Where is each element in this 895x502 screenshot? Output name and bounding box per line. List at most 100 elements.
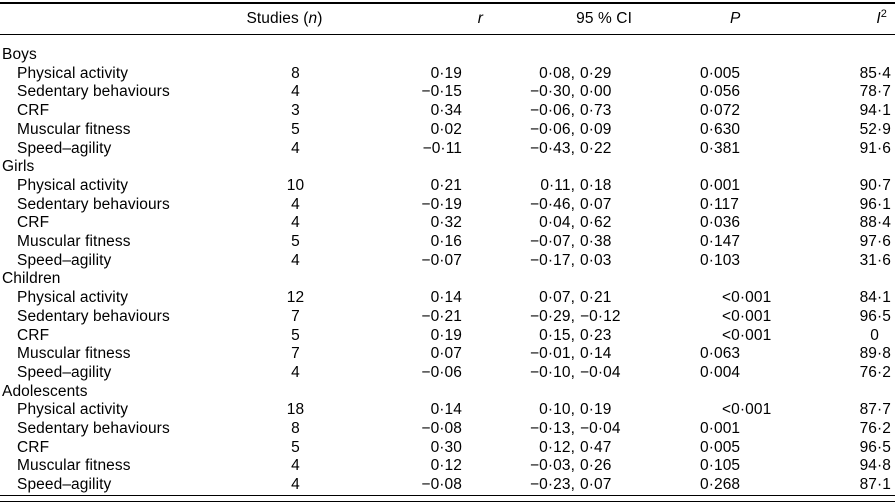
row-label: Physical activity (17, 289, 129, 307)
row-label: Speed–agility (17, 363, 112, 381)
table-row: Sedentary behaviours 4 −0·15 −0·30, 0·00 … (0, 83, 895, 102)
i2-cell: 96·5 (859, 307, 891, 325)
r-cell: −0·11 (422, 139, 462, 157)
i2-cell: 52·9 (859, 120, 891, 138)
studies-cell: 10 (286, 176, 305, 194)
col-header-blank (0, 3, 230, 35)
ci-upper: 0·00 (580, 83, 612, 101)
row-label: Sedentary behaviours (17, 83, 170, 101)
table-body: Boys Physical activity 8 0·19 0·08, 0·29 … (0, 35, 895, 496)
ci-cell: −0·29, −0·12 (465, 308, 635, 327)
bottom-rule (0, 500, 895, 502)
table-row: CRF 5 0·30 0·12, 0·47 0·005 96·5 (0, 439, 895, 458)
row-label: CRF (17, 214, 50, 232)
i2-cell: 90·7 (859, 176, 891, 194)
row-label-cell: Speed–agility (0, 140, 230, 159)
i2-cell: 88·4 (859, 214, 891, 232)
table-row: CRF 5 0·19 0·15, 0·23 <0·001 0 (0, 327, 895, 346)
ci-upper: 0·26 (580, 457, 612, 475)
i2-cell: 91·6 (859, 139, 891, 157)
ci-cell (465, 383, 635, 402)
ci-lower: −0·07, (530, 233, 575, 251)
i2-cell: 96·5 (859, 438, 891, 456)
ci-lower: 0·10, (539, 401, 575, 419)
ci-upper: 0·07 (580, 476, 612, 494)
studies-cell: 3 (291, 102, 300, 120)
ci-upper: 0·23 (580, 326, 612, 344)
table-row: Physical activity 8 0·19 0·08, 0·29 0·005… (0, 65, 895, 84)
row-label: Sedentary behaviours (17, 195, 170, 213)
row-label-cell: Physical activity (0, 289, 230, 308)
p-cell: 0·063 (635, 345, 800, 364)
p-header-text: P (730, 10, 741, 27)
row-label-cell: Girls (0, 158, 230, 177)
table-row: CRF 4 0·32 0·04, 0·62 0·036 88·4 (0, 214, 895, 233)
p-cell (635, 158, 800, 177)
p-value: 0·005 (700, 64, 741, 82)
row-label-cell: Physical activity (0, 401, 230, 420)
ci-upper: 0·07 (580, 195, 612, 213)
p-cell: 0·147 (635, 233, 800, 252)
studies-header-text: Studies ( (246, 10, 309, 27)
i2-cell: 0 (870, 326, 879, 344)
p-cell: 0·036 (635, 214, 800, 233)
r-cell: −0·15 (421, 83, 462, 101)
ci-upper: −0·04 (580, 363, 621, 381)
studies-cell: 8 (291, 420, 300, 438)
r-cell (355, 270, 465, 289)
row-label-cell: Sedentary behaviours (0, 196, 230, 215)
ci-cell: −0·43, 0·22 (465, 140, 635, 159)
row-label: Physical activity (17, 176, 129, 194)
ci-lower: 0·11, (540, 176, 575, 194)
r-cell: 0·07 (430, 345, 462, 363)
row-label: Speed–agility (17, 476, 112, 494)
ci-upper: 0·18 (580, 176, 612, 194)
i2-cell: 31·6 (859, 251, 891, 269)
r-cell (355, 46, 465, 65)
ci-cell: −0·06, 0·09 (465, 121, 635, 140)
ci-upper: 0·73 (580, 102, 612, 120)
row-label: Physical activity (17, 401, 129, 419)
ci-lower: 0·07, (539, 289, 575, 307)
ci-upper: 0·47 (580, 438, 612, 456)
r-cell: 0·12 (430, 457, 462, 475)
ci-upper: 0·09 (580, 120, 612, 138)
ci-cell: 0·10, 0·19 (465, 401, 635, 420)
r-cell: 0·21 (430, 176, 462, 194)
table-row: Muscular fitness 5 0·16 −0·07, 0·38 0·147… (0, 233, 895, 252)
i2-cell (800, 270, 895, 289)
ci-lower: −0·46, (530, 195, 575, 213)
studies-cell: 5 (291, 120, 300, 138)
table-row: Physical activity 10 0·21 0·11, 0·18 0·00… (0, 177, 895, 196)
studies-cell: 7 (291, 307, 300, 325)
i2-cell: 87·1 (859, 476, 891, 494)
row-label-cell: Sedentary behaviours (0, 83, 230, 102)
r-cell: −0·08 (421, 420, 462, 438)
r-cell: 0·16 (430, 233, 462, 251)
p-cell (635, 46, 800, 65)
table-row: Sedentary behaviours 4 −0·19 −0·46, 0·07 … (0, 196, 895, 215)
p-cell: 0·103 (635, 252, 800, 271)
p-value: 0·381 (700, 139, 741, 157)
p-value: 0·001 (700, 176, 741, 194)
ci-lower: 0·15, (539, 326, 575, 344)
i2-header-sup: 2 (880, 7, 887, 20)
ci-cell: 0·12, 0·47 (465, 439, 635, 458)
ci-lower: −0·29, (530, 307, 575, 325)
studies-cell (230, 46, 355, 65)
ci-upper: 0·29 (580, 64, 612, 82)
p-value: 0·072 (700, 102, 741, 120)
studies-cell: 7 (291, 345, 300, 363)
row-label: Physical activity (17, 64, 129, 82)
ci-upper: −0·12 (580, 307, 621, 325)
ci-cell: 0·08, 0·29 (465, 65, 635, 84)
ci-upper: 0·03 (580, 251, 612, 269)
ci-lower: −0·23, (530, 476, 575, 494)
r-cell: 0·30 (430, 438, 462, 456)
studies-cell: 4 (291, 363, 300, 381)
table-row: Girls (0, 158, 895, 177)
spacer-row (0, 35, 895, 47)
ci-cell: −0·01, 0·14 (465, 345, 635, 364)
i2-cell: 94·1 (859, 102, 891, 120)
